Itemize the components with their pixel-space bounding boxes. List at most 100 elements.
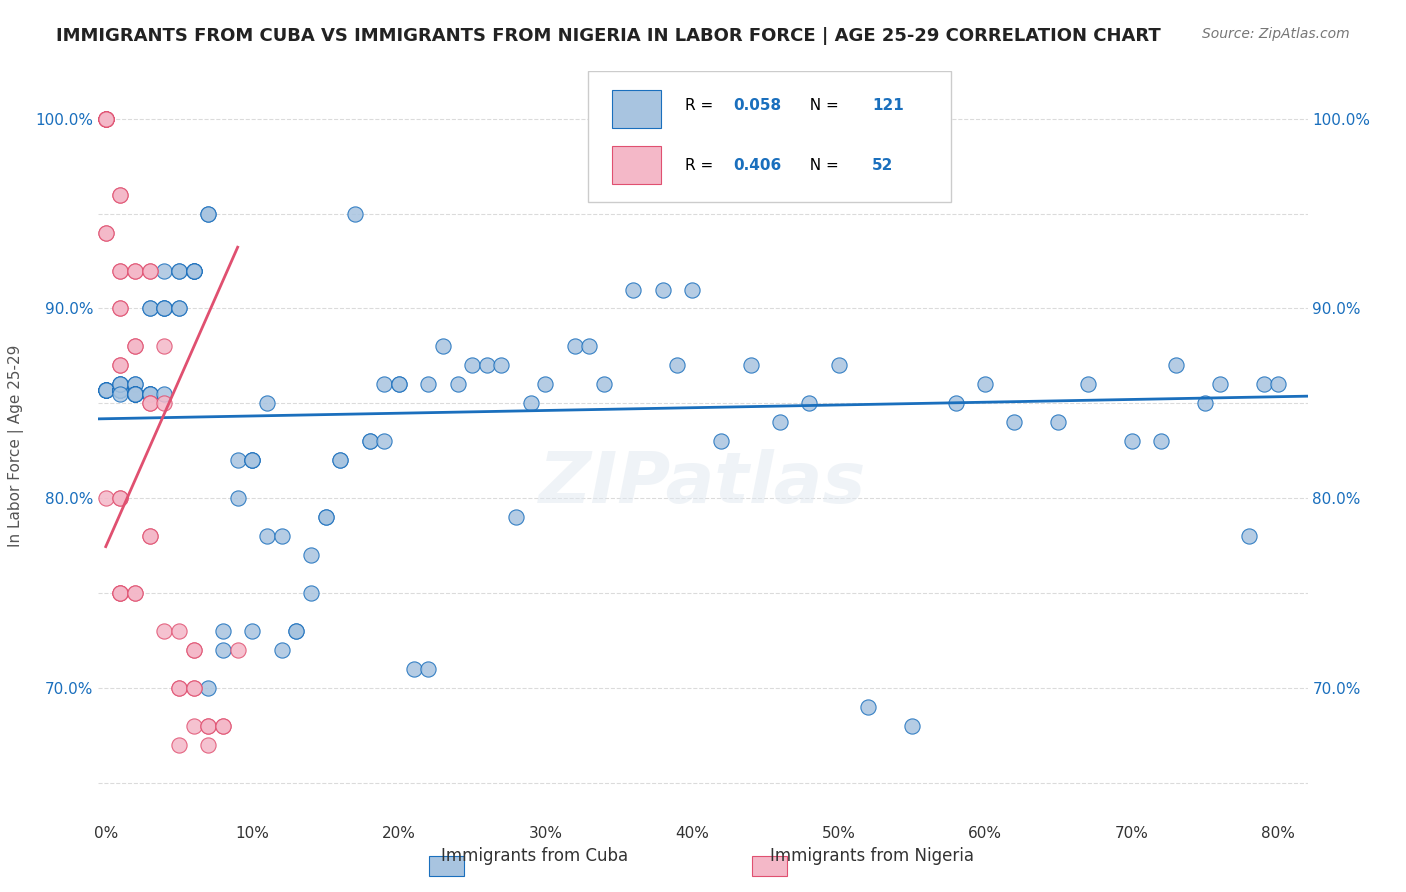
- Point: [226, 453, 249, 467]
- Point: [94, 383, 117, 397]
- Point: [153, 396, 176, 410]
- Point: [183, 263, 205, 277]
- Point: [315, 510, 337, 524]
- Point: [359, 434, 381, 449]
- Point: [974, 377, 997, 392]
- Text: R =: R =: [685, 97, 718, 112]
- Point: [299, 586, 322, 600]
- Point: [901, 719, 924, 733]
- Point: [110, 383, 132, 397]
- FancyBboxPatch shape: [613, 90, 661, 128]
- Point: [110, 586, 132, 600]
- Point: [475, 359, 498, 373]
- Point: [94, 112, 117, 126]
- Point: [240, 624, 263, 638]
- Point: [197, 206, 219, 220]
- Point: [197, 719, 219, 733]
- Point: [212, 719, 235, 733]
- Point: [138, 529, 160, 543]
- Point: [1150, 434, 1173, 449]
- Point: [124, 387, 146, 401]
- Point: [799, 396, 821, 410]
- Point: [167, 738, 190, 752]
- Point: [1267, 377, 1289, 392]
- Point: [110, 301, 132, 316]
- Point: [402, 662, 425, 676]
- Text: ZIPatlas: ZIPatlas: [540, 449, 866, 518]
- Point: [138, 387, 160, 401]
- Point: [373, 434, 395, 449]
- Point: [740, 359, 762, 373]
- Point: [183, 681, 205, 695]
- Point: [138, 387, 160, 401]
- Point: [110, 187, 132, 202]
- Point: [432, 339, 454, 353]
- Point: [1047, 415, 1070, 429]
- Point: [1194, 396, 1216, 410]
- Point: [153, 263, 176, 277]
- Point: [183, 681, 205, 695]
- Point: [534, 377, 557, 392]
- Point: [110, 383, 132, 397]
- Point: [1164, 359, 1187, 373]
- Point: [491, 359, 513, 373]
- Point: [138, 263, 160, 277]
- Point: [94, 112, 117, 126]
- Point: [1253, 377, 1275, 392]
- FancyBboxPatch shape: [613, 146, 661, 184]
- Point: [226, 643, 249, 657]
- Point: [153, 301, 176, 316]
- Text: Source: ZipAtlas.com: Source: ZipAtlas.com: [1202, 27, 1350, 41]
- Point: [110, 383, 132, 397]
- Point: [666, 359, 689, 373]
- Point: [329, 453, 352, 467]
- Point: [138, 396, 160, 410]
- Point: [94, 112, 117, 126]
- Point: [94, 112, 117, 126]
- Point: [212, 719, 235, 733]
- Text: IMMIGRANTS FROM CUBA VS IMMIGRANTS FROM NIGERIA IN LABOR FORCE | AGE 25-29 CORRE: IMMIGRANTS FROM CUBA VS IMMIGRANTS FROM …: [56, 27, 1161, 45]
- Point: [110, 263, 132, 277]
- Point: [183, 643, 205, 657]
- Point: [270, 643, 292, 657]
- Point: [564, 339, 586, 353]
- Point: [226, 491, 249, 505]
- Point: [110, 359, 132, 373]
- Point: [94, 491, 117, 505]
- Point: [1004, 415, 1026, 429]
- Point: [110, 491, 132, 505]
- Point: [167, 624, 190, 638]
- Point: [124, 586, 146, 600]
- Point: [94, 383, 117, 397]
- Point: [343, 206, 366, 220]
- Point: [256, 396, 278, 410]
- Y-axis label: In Labor Force | Age 25-29: In Labor Force | Age 25-29: [8, 345, 24, 547]
- Point: [299, 548, 322, 562]
- Point: [138, 301, 160, 316]
- Point: [827, 359, 849, 373]
- Point: [110, 387, 132, 401]
- Point: [124, 387, 146, 401]
- Point: [240, 453, 263, 467]
- Point: [285, 624, 308, 638]
- Point: [124, 387, 146, 401]
- Point: [110, 377, 132, 392]
- Point: [110, 301, 132, 316]
- Point: [446, 377, 468, 392]
- Point: [110, 383, 132, 397]
- Point: [94, 226, 117, 240]
- Point: [124, 339, 146, 353]
- Point: [167, 681, 190, 695]
- Point: [167, 681, 190, 695]
- Point: [461, 359, 484, 373]
- Point: [197, 206, 219, 220]
- Point: [418, 377, 440, 392]
- Point: [110, 383, 132, 397]
- Text: Immigrants from Nigeria: Immigrants from Nigeria: [769, 847, 974, 865]
- Point: [1121, 434, 1143, 449]
- Point: [212, 643, 235, 657]
- Point: [183, 643, 205, 657]
- Point: [153, 301, 176, 316]
- Point: [124, 387, 146, 401]
- Point: [138, 529, 160, 543]
